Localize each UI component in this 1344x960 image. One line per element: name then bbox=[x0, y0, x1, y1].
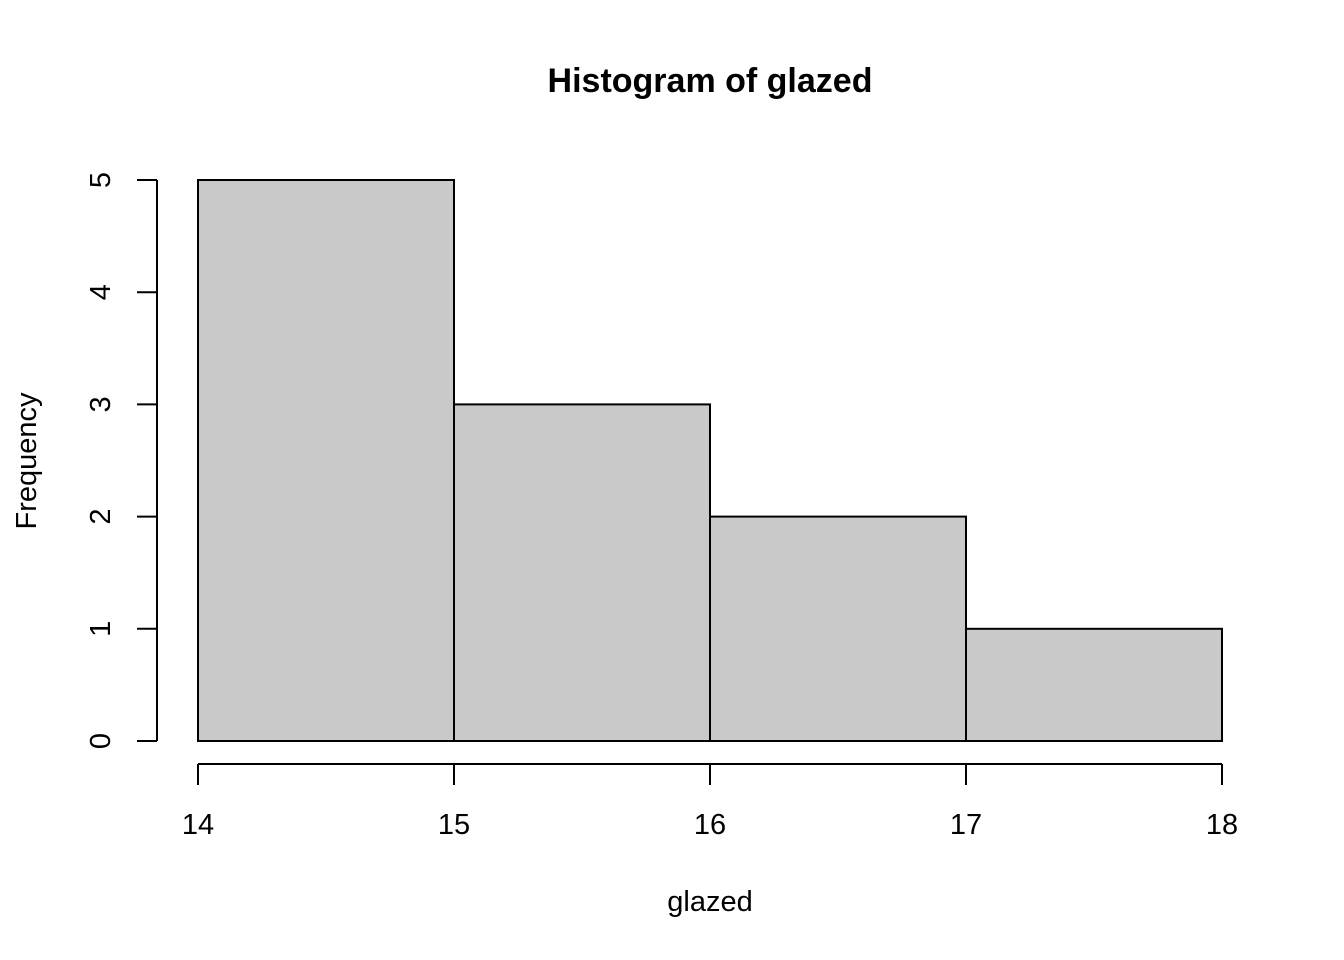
x-tick-label: 18 bbox=[1206, 809, 1238, 841]
x-tick-label: 17 bbox=[950, 809, 982, 841]
y-tick-label: 0 bbox=[85, 733, 117, 749]
y-tick-label: 4 bbox=[85, 284, 117, 300]
chart-title: Histogram of glazed bbox=[548, 62, 873, 100]
y-tick-label: 1 bbox=[85, 621, 117, 637]
x-tick-label: 15 bbox=[438, 809, 470, 841]
bars-group bbox=[197, 179, 1223, 742]
histogram-bar bbox=[197, 179, 455, 742]
x-axis: 14 15 16 17 18 bbox=[182, 763, 1238, 841]
y-tick-label: 2 bbox=[85, 509, 117, 525]
y-axis: 0 1 2 3 4 5 bbox=[85, 172, 158, 749]
x-tick-label: 16 bbox=[694, 809, 726, 841]
y-tick-label: 5 bbox=[85, 172, 117, 188]
y-tick-label: 3 bbox=[85, 396, 117, 412]
x-tick-label: 14 bbox=[182, 809, 214, 841]
y-axis-label: Frequency bbox=[11, 392, 43, 530]
histogram-bar bbox=[453, 403, 711, 742]
histogram-bar bbox=[965, 627, 1223, 742]
histogram-bar bbox=[709, 515, 967, 742]
x-axis-label: glazed bbox=[667, 886, 752, 918]
